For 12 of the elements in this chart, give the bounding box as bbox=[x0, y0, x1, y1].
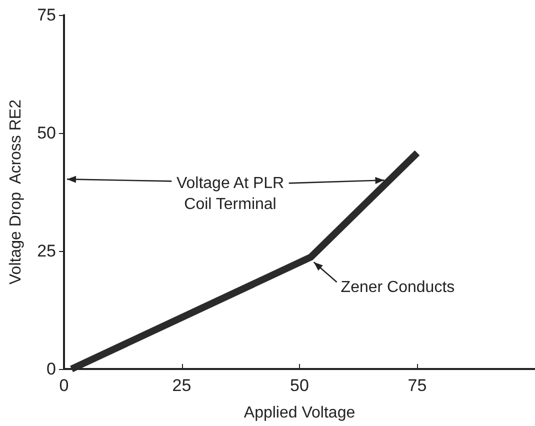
y-tick-label: 75 bbox=[37, 6, 56, 24]
x-axis-title: Applied Voltage bbox=[244, 404, 356, 422]
annotation: Zener Conducts bbox=[340, 279, 455, 296]
x-tick-label: 75 bbox=[408, 376, 427, 395]
y-tick-label: 0 bbox=[46, 360, 56, 378]
x-tick-label: 25 bbox=[172, 376, 192, 395]
annotation: Voltage At PLR Coil Terminal bbox=[176, 175, 284, 214]
y-tick-label: 25 bbox=[37, 242, 56, 260]
x-tick-label: 0 bbox=[59, 376, 69, 395]
y-axis-title: Voltage Drop Across RE2 bbox=[8, 99, 24, 284]
x-tick-label: 50 bbox=[290, 376, 309, 395]
y-tick-label: 50 bbox=[37, 124, 56, 142]
